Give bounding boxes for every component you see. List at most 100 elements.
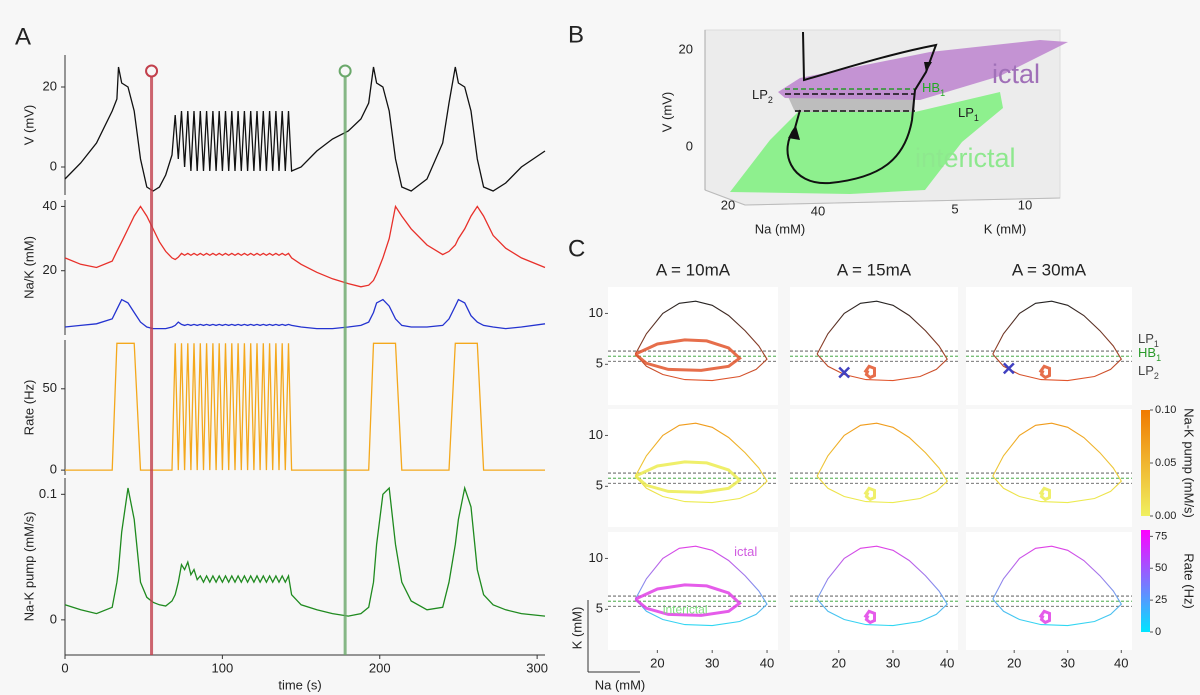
x-axis-label: time (s) — [278, 677, 321, 692]
inner-orbit — [1038, 609, 1051, 625]
trajectory — [786, 31, 938, 185]
trace — [65, 342, 545, 471]
x-tick-label: 20 — [832, 655, 846, 670]
label-main: HB — [1138, 345, 1156, 360]
floor-edge — [744, 197, 1061, 206]
limit-cycle — [634, 300, 768, 382]
y-tick-label: 0.1 — [39, 486, 57, 501]
plot-area — [790, 287, 958, 405]
label-main: LP — [1138, 331, 1154, 346]
label-main: LP — [752, 87, 768, 102]
y-tick-label: 10 — [589, 427, 603, 442]
colorbar-tick-label: 75 — [1155, 530, 1167, 542]
colorbar — [1141, 410, 1150, 516]
colorbar-tick-label: 25 — [1155, 594, 1167, 606]
colorbar — [1141, 530, 1150, 632]
y-tick-label: 20 — [43, 262, 57, 277]
plot-area — [608, 532, 778, 650]
interictal-label: interictal — [915, 143, 1016, 173]
x-axis-label: Na (mM) — [595, 677, 646, 692]
column-title: A = 10mA — [656, 260, 731, 279]
y-axis-label: V (mV) — [21, 105, 36, 145]
y-axis-label: Rate (Hz) — [21, 380, 36, 436]
colorbar-tick-label: 0.05 — [1155, 457, 1176, 469]
limit-cycle — [816, 422, 948, 504]
tick-label: 10 — [1018, 197, 1032, 212]
plot-area — [966, 287, 1132, 405]
y-axis-label: Na-K pump (mM/s) — [21, 512, 36, 622]
label-main: LP — [958, 105, 974, 120]
x-tick-label: 20 — [650, 655, 664, 670]
tick-label: 20 — [679, 41, 693, 56]
ictal-surface — [778, 40, 1068, 100]
limit-cycle — [634, 545, 768, 627]
y-tick-label: 10 — [589, 305, 603, 320]
label-sub: 1 — [974, 113, 979, 123]
tick-label: 5 — [951, 201, 958, 216]
bifurcation-label: LP1 — [958, 105, 979, 123]
direction-arrow — [788, 126, 800, 140]
annotation: ictal — [734, 544, 757, 559]
x-tick-label: 0 — [61, 660, 68, 675]
y-axis-label: Na/K (mM) — [21, 236, 36, 299]
limit-cycle — [634, 422, 768, 504]
axis-label: V (mV) — [659, 92, 674, 132]
plot-area — [966, 532, 1132, 650]
trace — [64, 485, 546, 617]
label-sub: 2 — [768, 95, 773, 105]
threshold-label: LP1 — [1138, 331, 1159, 349]
time-marker-head — [338, 64, 352, 78]
y-tick-label: 10 — [589, 550, 603, 565]
plot-area — [790, 409, 958, 527]
inner-orbit — [863, 609, 876, 625]
bifurcation-label: LP2 — [752, 87, 773, 105]
inner-orbit — [1038, 486, 1051, 502]
panel-b: V (mV) 20 0 Na (mM) 20 40 K (mM) 5 10 ic… — [659, 29, 1068, 236]
y-tick-label: 40 — [43, 198, 57, 213]
label-main: LP — [1138, 363, 1154, 378]
label-sub: 2 — [1154, 371, 1159, 381]
label-sub: 1 — [1154, 339, 1159, 349]
column-title: A = 15mA — [837, 260, 912, 279]
colorbar-tick-label: 0.00 — [1155, 510, 1176, 522]
colorbar-label: Rate (Hz) — [1182, 553, 1197, 609]
inner-orbit — [863, 364, 876, 380]
inner-orbit — [634, 338, 742, 372]
floor-edge — [704, 189, 746, 206]
plot-area — [966, 409, 1132, 527]
y-tick-label: 0 — [50, 462, 57, 477]
bifurcation-label: HB1 — [922, 80, 945, 98]
x-tick-label: 30 — [886, 655, 900, 670]
label-sub: 1 — [940, 88, 945, 98]
time-marker-head — [145, 64, 159, 78]
x-tick-label: 20 — [1007, 655, 1021, 670]
threshold-label: LP2 — [1138, 363, 1159, 381]
y-tick-label: 5 — [596, 601, 603, 616]
unstable-point — [838, 366, 851, 379]
x-tick-label: 200 — [369, 660, 391, 675]
limit-cycle — [816, 300, 948, 382]
inner-orbit — [634, 583, 742, 617]
label-sub: 1 — [1156, 353, 1161, 363]
trace — [64, 66, 546, 192]
limit-cycle — [992, 300, 1122, 382]
plot-area — [608, 409, 778, 527]
direction-arrow — [924, 62, 932, 72]
limit-cycle — [816, 545, 948, 627]
plot-area — [790, 532, 958, 650]
y-tick-label: 5 — [596, 478, 603, 493]
colorbar-tick-label: 0.10 — [1155, 404, 1176, 416]
limit-cycle — [992, 422, 1122, 504]
annotation: interictal — [663, 602, 708, 616]
inner-orbit — [1038, 364, 1051, 380]
colorbar-label: Na-K pump (mM/s) — [1182, 408, 1197, 518]
plot-area — [608, 287, 778, 405]
x-tick-label: 300 — [526, 660, 548, 675]
trace — [64, 204, 546, 288]
tick-label: 20 — [721, 197, 735, 212]
x-tick-label: 30 — [1061, 655, 1075, 670]
trace — [64, 298, 546, 330]
y-tick-label: 0 — [50, 158, 57, 173]
inner-orbit — [634, 460, 742, 494]
